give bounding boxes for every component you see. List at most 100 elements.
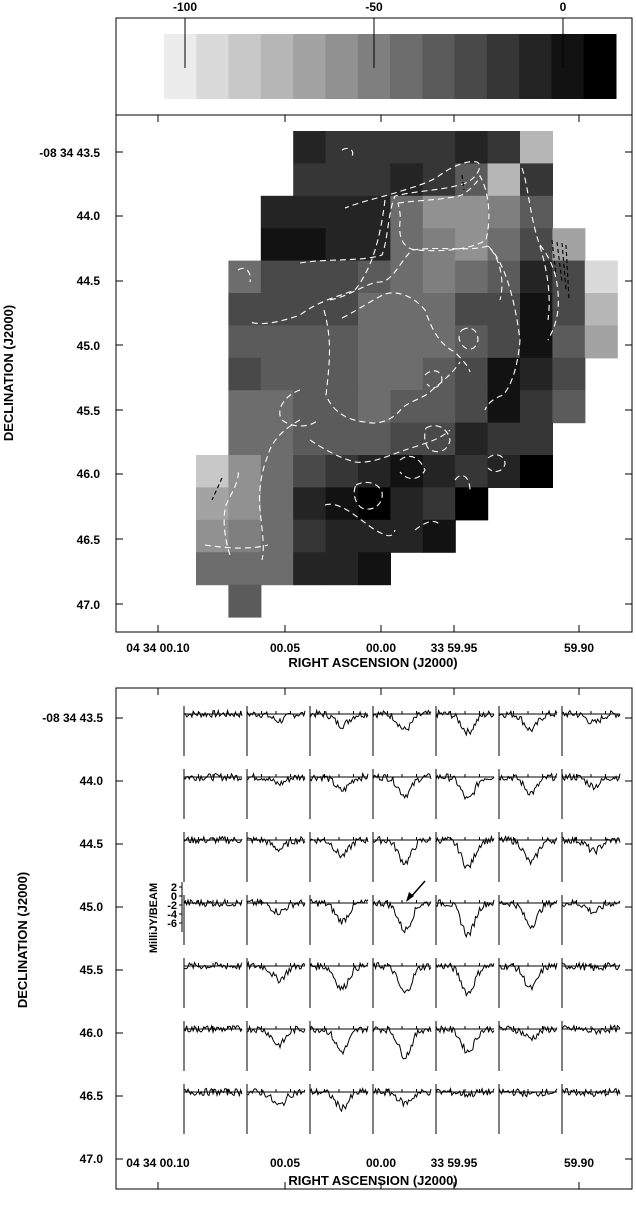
- spectra-x-tick-label: 59.90: [564, 1156, 594, 1170]
- map-cell: [325, 422, 359, 456]
- map-cell: [228, 552, 262, 586]
- spectrum-line: [309, 1087, 369, 1113]
- spectrum-line: [246, 1024, 306, 1050]
- contour-line: [565, 244, 570, 301]
- spectrum-line: [372, 899, 432, 934]
- map-cell: [422, 228, 456, 262]
- map-cell: [520, 422, 553, 456]
- map-cell: [228, 422, 262, 456]
- map-y-tick-label: 45.5: [77, 404, 101, 418]
- map-cell: [260, 552, 294, 586]
- map-cell: [325, 195, 359, 229]
- map-cell: [260, 357, 294, 391]
- map-cell: [584, 325, 618, 359]
- spectrum-line: [561, 1023, 621, 1036]
- map-cell: [390, 163, 424, 197]
- colorbar-cells: [164, 34, 617, 99]
- map-cell: [390, 293, 424, 326]
- contour-line: [561, 242, 567, 291]
- contour-line: [299, 161, 481, 264]
- spectrum-line: [246, 960, 306, 984]
- map-cell: [293, 357, 327, 391]
- map-cell: [455, 357, 489, 391]
- map-cell: [584, 293, 618, 326]
- map-cell: [552, 228, 586, 262]
- map-cell: [422, 325, 456, 359]
- spectrum-line: [435, 1087, 495, 1099]
- map-cell: [390, 325, 424, 359]
- colorbar-cell: [422, 34, 456, 99]
- map-cell: [422, 455, 456, 488]
- spectrum-line: [498, 961, 558, 992]
- map-panel: 04 34 00.10 00.05 00.00 33 59.95 59.90 R…: [1, 114, 633, 670]
- colorbar-cell: [196, 34, 230, 99]
- spectrum-line: [498, 835, 558, 866]
- map-cell: [552, 390, 586, 424]
- contour-line: [424, 370, 443, 389]
- map-cell: [293, 552, 327, 586]
- map-cell: [325, 260, 359, 294]
- contour-line: [484, 245, 521, 411]
- map-cell: [390, 195, 424, 229]
- map-cell: [487, 325, 521, 359]
- spectra-frame: [115, 687, 633, 1190]
- map-cell: [487, 422, 521, 456]
- spectra-x-axis-title: RIGHT ASCENSION (J2000): [288, 1173, 457, 1188]
- map-y-tick-label: 47.0: [77, 598, 101, 612]
- spectrum-line: [183, 898, 243, 908]
- map-x-tick-label: 33 59.95: [431, 641, 478, 655]
- colorbar-cell: [260, 34, 294, 99]
- spectrum-line: [372, 962, 432, 994]
- map-cell: [422, 195, 456, 229]
- map-cell: [260, 293, 294, 326]
- map-cell: [455, 422, 489, 456]
- map-cell: [520, 131, 553, 164]
- spectra-panel: 2 0 -2 -4 -6 MilliJY/BEAM 04 34 00.10 00…: [15, 687, 633, 1190]
- map-cell: [520, 357, 553, 391]
- colorbar: -100 -50 0: [115, 0, 633, 116]
- spectra-y-tick-label: -08 34 43.5: [42, 711, 103, 725]
- map-contours: [204, 147, 559, 561]
- map-cell: [487, 293, 521, 326]
- spectra-x-tick-label: 00.05: [270, 1156, 300, 1170]
- spectra-y-tick-label: 46.0: [80, 1026, 104, 1040]
- map-cell: [552, 325, 586, 359]
- map-cell: [228, 357, 262, 391]
- arrow-annotation: [406, 880, 426, 902]
- spectra-axis-ticks: [116, 688, 632, 1189]
- map-frame: [115, 114, 633, 633]
- map-cell: [196, 455, 229, 488]
- contour-line: [341, 147, 354, 157]
- spectrum-line: [498, 1025, 558, 1042]
- map-cell: [358, 228, 391, 262]
- spectrum-line: [372, 772, 432, 800]
- spectra-y-tick-label: 44.0: [80, 774, 104, 788]
- map-cell: [260, 519, 294, 553]
- map-cell: [228, 455, 262, 488]
- spectra-y-tick-label: 45.0: [80, 900, 104, 914]
- map-cell: [325, 357, 359, 391]
- spectrum-line: [183, 772, 243, 783]
- map-cell: [487, 131, 521, 164]
- spectrum-line: [498, 709, 558, 733]
- map-cell: [422, 131, 456, 164]
- spectrum-line: [561, 961, 621, 972]
- map-y-tick-label: 44.5: [77, 274, 101, 288]
- map-black-contours: [211, 174, 570, 501]
- spectrum-line: [561, 835, 621, 856]
- map-cell: [552, 357, 586, 391]
- colorbar-cell: [583, 34, 617, 99]
- map-cell: [455, 195, 489, 229]
- map-cell: [520, 390, 553, 424]
- map-cell: [455, 455, 489, 488]
- map-cell: [358, 357, 391, 391]
- spectrum-line: [246, 835, 306, 853]
- spectrum-line: [561, 1087, 621, 1098]
- map-y-tick-label: 46.5: [77, 533, 101, 547]
- contour-line: [539, 244, 559, 341]
- inset-axis-title: MilliJY/BEAM: [148, 883, 160, 953]
- contour-line: [204, 544, 269, 549]
- map-cell: [455, 293, 489, 326]
- spectrum-inset-axis: 2 0 -2 -4 -6 MilliJY/BEAM: [148, 882, 183, 953]
